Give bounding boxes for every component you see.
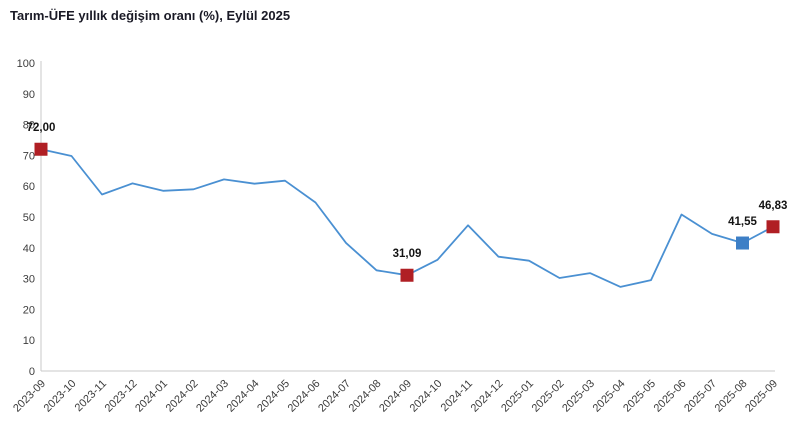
x-tick-label: 2024-10 xyxy=(408,378,445,415)
x-tick-label: 2024-02 xyxy=(164,378,201,415)
y-tick-label: 40 xyxy=(23,243,35,255)
y-tick-label: 80 xyxy=(23,120,35,132)
x-tick-label: 2024-07 xyxy=(316,378,353,415)
y-tick-label: 50 xyxy=(23,212,35,224)
x-tick-label: 2024-06 xyxy=(286,378,323,415)
data-point-label-2023-09: 72,00 xyxy=(27,122,56,134)
x-tick-label: 2024-05 xyxy=(255,378,292,415)
x-tick-label: 2024-01 xyxy=(133,378,170,415)
y-tick-label: 10 xyxy=(23,335,35,347)
x-tick-label: 2025-05 xyxy=(621,378,658,415)
data-point-marker-2025-09 xyxy=(766,220,780,234)
x-tick-label: 2025-02 xyxy=(530,378,567,415)
data-point-marker-2023-09 xyxy=(34,142,48,156)
x-tick-label: 2024-04 xyxy=(225,378,262,415)
y-tick-label: 70 xyxy=(23,150,35,162)
y-tick-label: 30 xyxy=(23,274,35,286)
y-tick-label: 60 xyxy=(23,181,35,193)
y-tick-label: 90 xyxy=(23,89,35,101)
x-tick-label: 2025-08 xyxy=(713,378,750,415)
data-point-label-2024-09: 31,09 xyxy=(393,248,422,260)
x-tick-label: 2023-12 xyxy=(103,378,140,415)
y-tick-label: 0 xyxy=(29,366,35,378)
x-tick-label: 2025-07 xyxy=(682,378,719,415)
data-point-label-2025-08: 41,55 xyxy=(728,216,757,228)
x-tick-label: 2024-08 xyxy=(347,378,384,415)
x-tick-label: 2024-03 xyxy=(194,378,231,415)
y-tick-label: 20 xyxy=(23,304,35,316)
data-point-marker-2024-09 xyxy=(400,268,414,282)
data-point-marker-2025-08 xyxy=(736,236,749,250)
x-tick-label: 2025-04 xyxy=(591,378,628,415)
y-tick-label: 100 xyxy=(17,58,35,70)
x-tick-label: 2025-01 xyxy=(499,378,536,415)
chart-title: Tarım-ÜFE yıllık değişim oranı (%), Eylü… xyxy=(10,8,291,23)
x-tick-label: 2025-06 xyxy=(652,378,689,415)
x-tick-label: 2023-10 xyxy=(42,378,79,415)
x-tick-label: 2023-09 xyxy=(11,378,48,415)
x-tick-label: 2024-12 xyxy=(469,378,506,415)
x-tick-label: 2025-03 xyxy=(560,378,597,415)
data-point-label-2025-09: 46,83 xyxy=(759,200,788,212)
x-tick-label: 2024-09 xyxy=(377,378,414,415)
trend-line xyxy=(40,148,774,288)
x-tick-label: 2025-09 xyxy=(743,378,780,415)
